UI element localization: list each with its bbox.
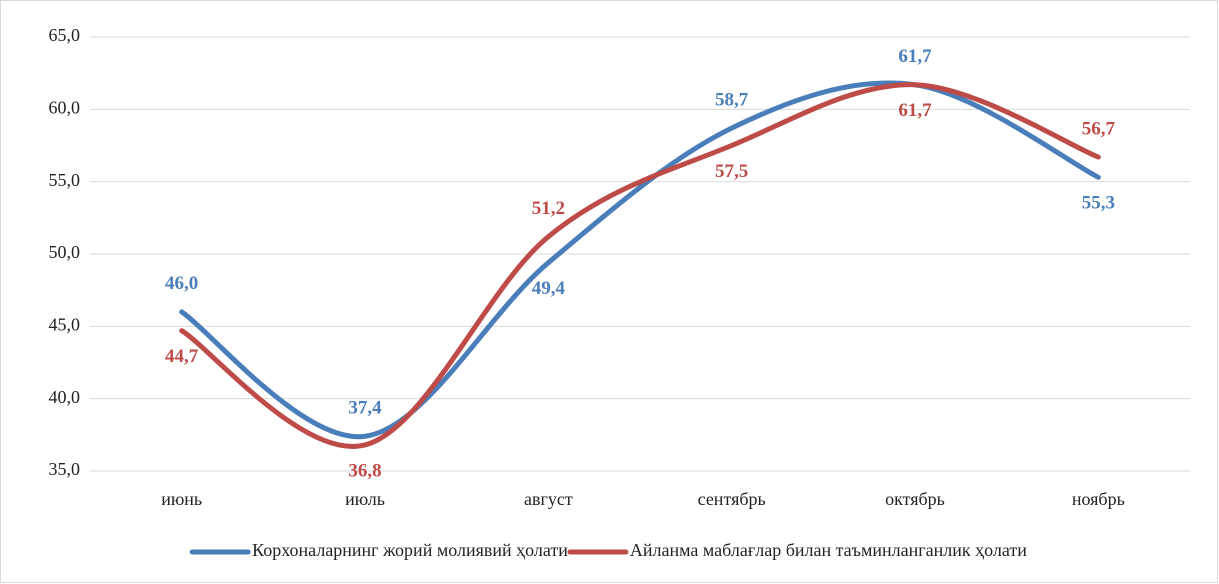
legend-label: Айланма маблағлар билан таъминланганлик …	[630, 540, 1027, 560]
y-tick-label: 65,0	[49, 25, 81, 45]
data-label: 51,2	[532, 198, 565, 219]
y-tick-label: 55,0	[49, 170, 81, 190]
y-tick-label: 40,0	[49, 387, 81, 407]
x-tick-label: июнь	[161, 489, 202, 509]
x-tick-label: ноябрь	[1072, 489, 1125, 509]
data-label: 44,7	[165, 346, 199, 367]
data-label: 36,8	[348, 460, 381, 481]
data-label: 58,7	[715, 89, 749, 110]
data-label: 61,7	[898, 100, 932, 121]
x-tick-label: август	[524, 489, 573, 509]
data-label: 37,4	[348, 398, 382, 419]
x-tick-label: июль	[345, 489, 385, 509]
data-label: 56,7	[1082, 118, 1116, 139]
data-label: 46,0	[165, 273, 198, 294]
series-line	[179, 82, 1101, 449]
y-tick-label: 35,0	[49, 459, 81, 479]
y-tick-label: 60,0	[49, 97, 81, 117]
y-tick-label: 45,0	[49, 314, 81, 334]
data-label: 61,7	[898, 46, 932, 67]
x-tick-label: октябрь	[885, 489, 945, 509]
y-tick-label: 50,0	[49, 242, 81, 262]
legend-label: Корхоналарнинг жорий молиявий ҳолати	[252, 540, 568, 560]
data-label: 49,4	[532, 278, 566, 299]
data-label: 57,5	[715, 161, 748, 182]
x-tick-label: сентябрь	[698, 489, 766, 509]
data-label: 55,3	[1082, 193, 1115, 214]
